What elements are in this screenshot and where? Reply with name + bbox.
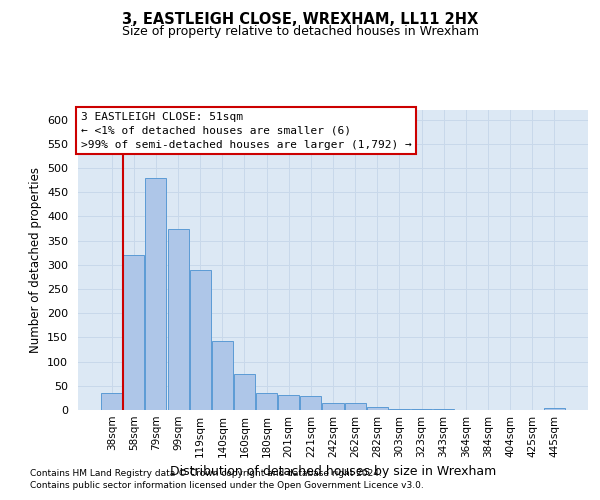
Text: Contains public sector information licensed under the Open Government Licence v3: Contains public sector information licen… xyxy=(30,481,424,490)
Bar xyxy=(101,393,122,410)
Text: 3 EASTLEIGH CLOSE: 51sqm
← <1% of detached houses are smaller (6)
>99% of semi-d: 3 EASTLEIGH CLOSE: 51sqm ← <1% of detach… xyxy=(80,112,412,150)
Bar xyxy=(212,341,233,410)
X-axis label: Distribution of detached houses by size in Wrexham: Distribution of detached houses by size … xyxy=(170,466,496,478)
Text: 3, EASTLEIGH CLOSE, WREXHAM, LL11 2HX: 3, EASTLEIGH CLOSE, WREXHAM, LL11 2HX xyxy=(122,12,478,28)
Bar xyxy=(301,396,322,410)
Bar xyxy=(234,374,255,410)
Bar xyxy=(544,408,565,410)
Bar xyxy=(124,255,145,410)
Y-axis label: Number of detached properties: Number of detached properties xyxy=(29,167,41,353)
Bar xyxy=(145,178,166,410)
Bar xyxy=(322,402,344,410)
Bar xyxy=(389,409,410,410)
Bar xyxy=(167,228,188,410)
Bar xyxy=(256,393,277,410)
Text: Size of property relative to detached houses in Wrexham: Size of property relative to detached ho… xyxy=(121,25,479,38)
Bar xyxy=(367,406,388,410)
Bar xyxy=(278,396,299,410)
Bar xyxy=(433,409,454,410)
Text: Contains HM Land Registry data © Crown copyright and database right 2024.: Contains HM Land Registry data © Crown c… xyxy=(30,468,382,477)
Bar xyxy=(190,270,211,410)
Bar xyxy=(344,402,365,410)
Bar xyxy=(411,409,432,410)
